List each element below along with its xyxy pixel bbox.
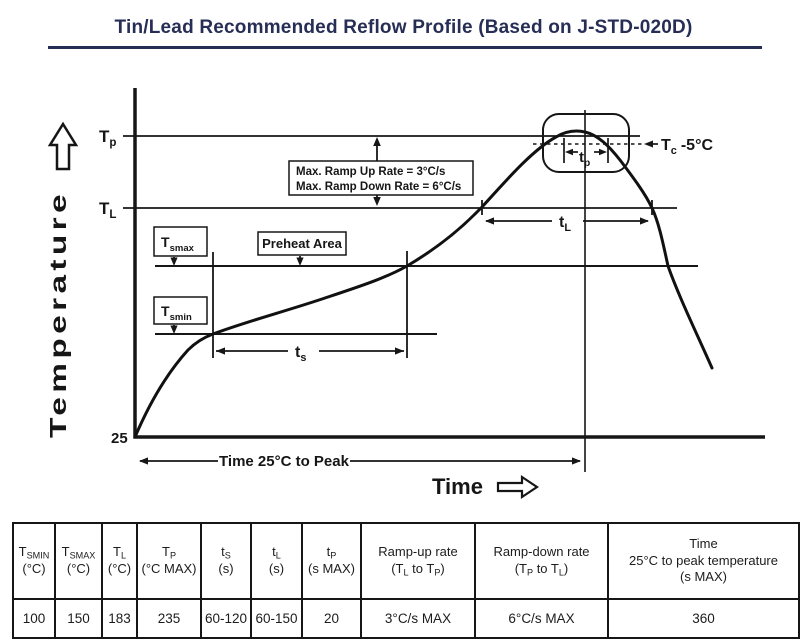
ramp-rate-box <box>288 160 474 196</box>
tc-arrow-head <box>644 140 653 148</box>
page-title: Tin/Lead Recommended Reflow Profile (Bas… <box>114 17 693 38</box>
tsmin-box <box>153 296 208 325</box>
ts-arrow-head-right <box>395 347 404 355</box>
reference-lines <box>123 110 698 472</box>
tp-axis-label: Tp <box>99 127 116 149</box>
value-tp: 235 <box>136 598 202 639</box>
time-to-peak-head-left <box>139 457 148 465</box>
tsmin-label: Tsmin <box>161 303 192 323</box>
peak-rounded-box <box>542 113 630 173</box>
value-tl: 183 <box>101 598 138 639</box>
tl-arrow-head-right <box>640 217 649 225</box>
tsmax-label: Tsmax <box>161 234 195 254</box>
ramp-up-rate-text: Max. Ramp Up Rate = 3°C/s <box>296 166 445 178</box>
ts-label-gap <box>288 340 319 360</box>
ramp-up-arrow-head <box>373 137 381 146</box>
header-tp: TP (°C MAX) <box>136 522 202 600</box>
origin-temp-label: 25 <box>111 430 128 447</box>
table-value-row: 100 150 183 235 60-120 60-150 20 3°C/s M… <box>12 598 800 639</box>
time-to-peak-head-right <box>572 457 581 465</box>
x-axis-label: Time <box>432 474 483 499</box>
tp-arrow-head-left <box>565 148 573 156</box>
ramp-down-arrow-head <box>373 197 381 206</box>
tl-label-gap <box>552 210 583 230</box>
header-tp-time: tP (s MAX) <box>301 522 362 600</box>
ts-arrow-head-left <box>216 347 225 355</box>
tc-label: Tc -5°C <box>661 137 713 157</box>
axes: Tp TL 25 Temperature Time <box>45 88 765 500</box>
tl-label: tL <box>559 214 571 234</box>
peak-annotation: tp Tc -5°C <box>533 113 713 173</box>
ts-span-annotation: ts <box>216 340 404 364</box>
ramp-down-rate-text: Max. Ramp Down Rate = 6°C/s <box>296 181 461 193</box>
temperature-up-arrow-icon <box>47 121 79 171</box>
value-tsmin: 100 <box>12 598 56 639</box>
ts-label: ts <box>295 344 306 364</box>
header-tsmax: TSMAX (°C) <box>54 522 103 600</box>
tl-arrow-head-left <box>485 217 494 225</box>
value-ramp-down: 6°C/s MAX <box>474 598 609 639</box>
preheat-callout: Preheat Area <box>257 231 347 266</box>
header-tl-time: tL (s) <box>250 522 303 600</box>
time-to-peak-annotation: Time 25°C to Peak <box>139 452 581 470</box>
reflow-spec-table: TSMIN (°C) TSMAX (°C) TL (°C) TP (°C MAX) tS… <box>12 522 800 639</box>
header-ts-time: tS (s) <box>200 522 252 600</box>
value-tl-time: 60-150 <box>250 598 303 639</box>
preheat-label: Preheat Area <box>262 236 342 251</box>
tl-span-annotation: tL <box>481 200 653 234</box>
value-ts-time: 60-120 <box>200 598 252 639</box>
preheat-arrow-head <box>296 257 304 266</box>
y-axis-label: Temperature <box>45 190 71 438</box>
tp-label: tp <box>579 149 590 169</box>
header-ramp-up: Ramp-up rate (TL to TP) <box>360 522 476 600</box>
header-tl: TL (°C) <box>101 522 138 600</box>
header-time-to-peak: Time 25°C to peak temperature (s MAX) <box>607 522 800 600</box>
time-to-peak-label: Time 25°C to Peak <box>219 453 350 470</box>
tp-arrow-head-right <box>599 148 607 156</box>
value-tsmax: 150 <box>54 598 103 639</box>
time-to-peak-gap <box>218 452 350 470</box>
tsmax-arrow-head <box>170 257 178 266</box>
value-ramp-up: 3°C/s MAX <box>360 598 476 639</box>
table-header-row: TSMIN (°C) TSMAX (°C) TL (°C) TP (°C MAX) tS… <box>12 522 800 600</box>
tsmax-callout: Tsmax <box>153 226 208 266</box>
ramp-rate-callout: Max. Ramp Up Rate = 3°C/s Max. Ramp Down… <box>288 137 474 206</box>
header-ramp-down: Ramp-down rate (TP to TL) <box>474 522 609 600</box>
reflow-profile-diagram: Tp TL 25 Temperature Time Tsmax <box>45 46 765 500</box>
tl-axis-label: TL <box>99 199 116 221</box>
tsmax-box <box>153 226 208 257</box>
preheat-box <box>257 231 347 256</box>
value-time-to-peak: 360 <box>607 598 800 639</box>
header-tsmin: TSMIN (°C) <box>12 522 56 600</box>
time-right-arrow-icon <box>496 474 539 500</box>
tsmin-arrow-head <box>170 325 178 334</box>
value-tp-time: 20 <box>301 598 362 639</box>
tsmin-callout: Tsmin <box>153 296 208 334</box>
